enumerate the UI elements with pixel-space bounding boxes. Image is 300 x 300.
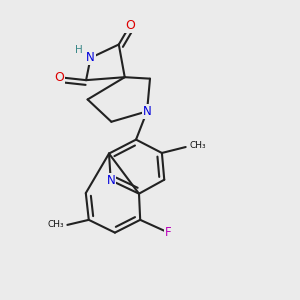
Text: N: N: [106, 174, 115, 187]
Text: O: O: [125, 19, 135, 32]
Text: CH₃: CH₃: [189, 141, 206, 150]
Text: F: F: [165, 226, 172, 239]
Text: N: N: [143, 105, 152, 118]
Text: N: N: [86, 51, 95, 64]
Text: CH₃: CH₃: [47, 220, 64, 230]
Text: H: H: [75, 44, 83, 55]
Text: O: O: [54, 71, 64, 84]
